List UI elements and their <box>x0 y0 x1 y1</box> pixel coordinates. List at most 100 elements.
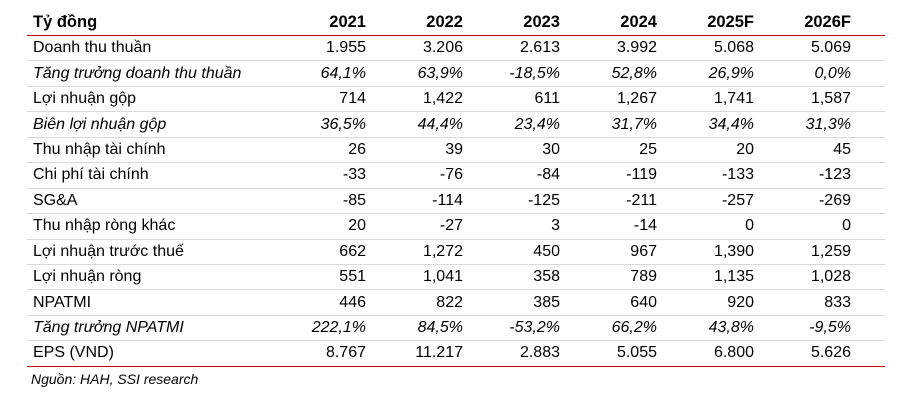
row-value: 1,390 <box>713 242 754 260</box>
row-value: 52,8% <box>611 64 657 82</box>
row-value: -84 <box>536 166 560 184</box>
row-value: 31,7% <box>611 115 657 133</box>
row-label: EPS (VND) <box>33 344 114 362</box>
header-year-2023: 2023 <box>523 12 560 31</box>
row-value: 611 <box>534 90 560 108</box>
row-value: 822 <box>436 293 463 311</box>
row-value: 6.800 <box>713 344 754 362</box>
row-value: 5.626 <box>810 344 851 362</box>
table-row: NPATMI 446 822 385 640 920 833 <box>27 290 885 316</box>
row-value: 385 <box>533 293 560 311</box>
row-label: SG&A <box>33 191 78 209</box>
row-value: -14 <box>633 217 657 235</box>
row-value: -9,5% <box>809 319 851 337</box>
header-unit: Tỷ đồng <box>33 12 98 31</box>
row-value: 3 <box>551 217 560 235</box>
row-value: 1,041 <box>422 268 463 286</box>
table-row: Thu nhập tài chính 26 39 30 25 20 45 <box>27 138 885 164</box>
row-value: -211 <box>626 191 657 209</box>
table-row: Doanh thu thuần 1.955 3.206 2.613 3.992 5.068… <box>27 36 885 62</box>
row-value: -53,2% <box>509 319 560 337</box>
row-label: Tăng trưởng doanh thu thuần <box>33 64 242 82</box>
row-value: 1,422 <box>422 90 463 108</box>
row-value: 45 <box>833 140 851 158</box>
row-value: 5.055 <box>616 344 657 362</box>
row-value: 36,5% <box>320 115 366 133</box>
row-value: 1,135 <box>713 268 754 286</box>
source-note: Nguồn: HAH, SSI research <box>31 371 199 387</box>
row-value: 43,8% <box>708 319 754 337</box>
row-value: 1,259 <box>810 242 851 260</box>
row-value: 8.767 <box>325 344 366 362</box>
row-value: 0 <box>745 217 754 235</box>
table-row: Chi phí tài chính -33 -76 -84 -119 -133 -123 <box>27 163 885 189</box>
row-value: 967 <box>630 242 657 260</box>
table-row: Tăng trưởng NPATMI 222,1% 84,5% -53,2% 66,2%… <box>27 316 885 342</box>
row-label: Tăng trưởng NPATMI <box>33 319 184 337</box>
row-value: 11.217 <box>415 344 463 362</box>
row-value: 84,5% <box>417 319 463 337</box>
row-value: 1,028 <box>810 268 851 286</box>
row-value: 2.883 <box>519 344 560 362</box>
row-label: Lợi nhuận gộp <box>33 90 137 108</box>
row-value: -76 <box>439 166 463 184</box>
row-value: 1,741 <box>713 90 754 108</box>
row-label: Thu nhập tài chính <box>33 140 166 158</box>
row-value: 1,272 <box>422 242 463 260</box>
row-value: 20 <box>736 140 754 158</box>
row-value: 20 <box>348 217 366 235</box>
row-value: 2.613 <box>519 39 560 57</box>
row-value: 551 <box>339 268 366 286</box>
table-body: Doanh thu thuần 1.955 3.206 2.613 3.992 5.068… <box>27 36 885 367</box>
header-year-2022: 2022 <box>426 12 463 31</box>
row-value: 446 <box>339 293 366 311</box>
row-value: 0 <box>842 217 851 235</box>
row-value: -114 <box>432 191 463 209</box>
row-value: 1,267 <box>616 90 657 108</box>
row-value: 1,587 <box>810 90 851 108</box>
row-value: 920 <box>727 293 754 311</box>
table-header: Tỷ đồng 2021 2022 2023 2024 2025F 2026F <box>27 9 885 36</box>
row-value: 66,2% <box>611 319 657 337</box>
row-value: 25 <box>639 140 657 158</box>
row-label: Lợi nhuận ròng <box>33 268 142 286</box>
table-row: Biên lợi nhuận gộp 36,5% 44,4% 23,4% 31,7% 34… <box>27 112 885 138</box>
row-value: 26 <box>348 140 366 158</box>
row-label: Thu nhập ròng khác <box>33 217 176 235</box>
row-value: 64,1% <box>320 64 366 82</box>
financial-table: Tỷ đồng 2021 2022 2023 2024 2025F 2026F … <box>27 9 885 367</box>
row-value: 789 <box>630 268 657 286</box>
row-value: 3.206 <box>422 39 463 57</box>
table-row: EPS (VND) 8.767 11.217 2.883 5.055 6.800 5.626 <box>27 341 885 367</box>
row-value: -125 <box>527 191 560 209</box>
row-value: 5.068 <box>713 39 754 57</box>
header-year-2021: 2021 <box>329 12 366 31</box>
row-label: Doanh thu thuần <box>33 39 152 57</box>
row-value: 23,4% <box>514 115 560 133</box>
row-value: 63,9% <box>417 64 463 82</box>
row-value: -269 <box>818 191 851 209</box>
header-year-2025f: 2025F <box>707 12 754 31</box>
row-value: -119 <box>626 166 657 184</box>
table-row: Lợi nhuận gộp 714 1,422 611 1,267 1,741 1,587 <box>27 87 885 113</box>
row-value: -18,5% <box>509 64 560 82</box>
table-row: Lợi nhuận ròng 551 1,041 358 789 1,135 1,028 <box>27 265 885 291</box>
row-label: NPATMI <box>33 293 92 311</box>
row-value: 833 <box>824 293 851 311</box>
table-row: Lợi nhuận trước thuế 662 1,272 450 967 1,390 1… <box>27 240 885 265</box>
row-label: Chi phí tài chính <box>33 166 149 184</box>
table-row: Tăng trưởng doanh thu thuần 64,1% 63,9% -18… <box>27 61 885 87</box>
row-value: -27 <box>439 217 463 235</box>
row-value: -133 <box>721 166 754 184</box>
row-value: 0,0% <box>814 64 851 82</box>
row-value: 3.992 <box>616 39 657 57</box>
row-value: 358 <box>533 268 560 286</box>
header-year-2024: 2024 <box>620 12 657 31</box>
row-value: 30 <box>542 140 560 158</box>
table-row: Thu nhập ròng khác 20 -27 3 -14 0 0 <box>27 214 885 240</box>
row-value: -33 <box>342 166 366 184</box>
row-value: 662 <box>339 242 366 260</box>
row-value: 34,4% <box>708 115 754 133</box>
row-value: 1.955 <box>325 39 366 57</box>
row-value: -257 <box>721 191 754 209</box>
